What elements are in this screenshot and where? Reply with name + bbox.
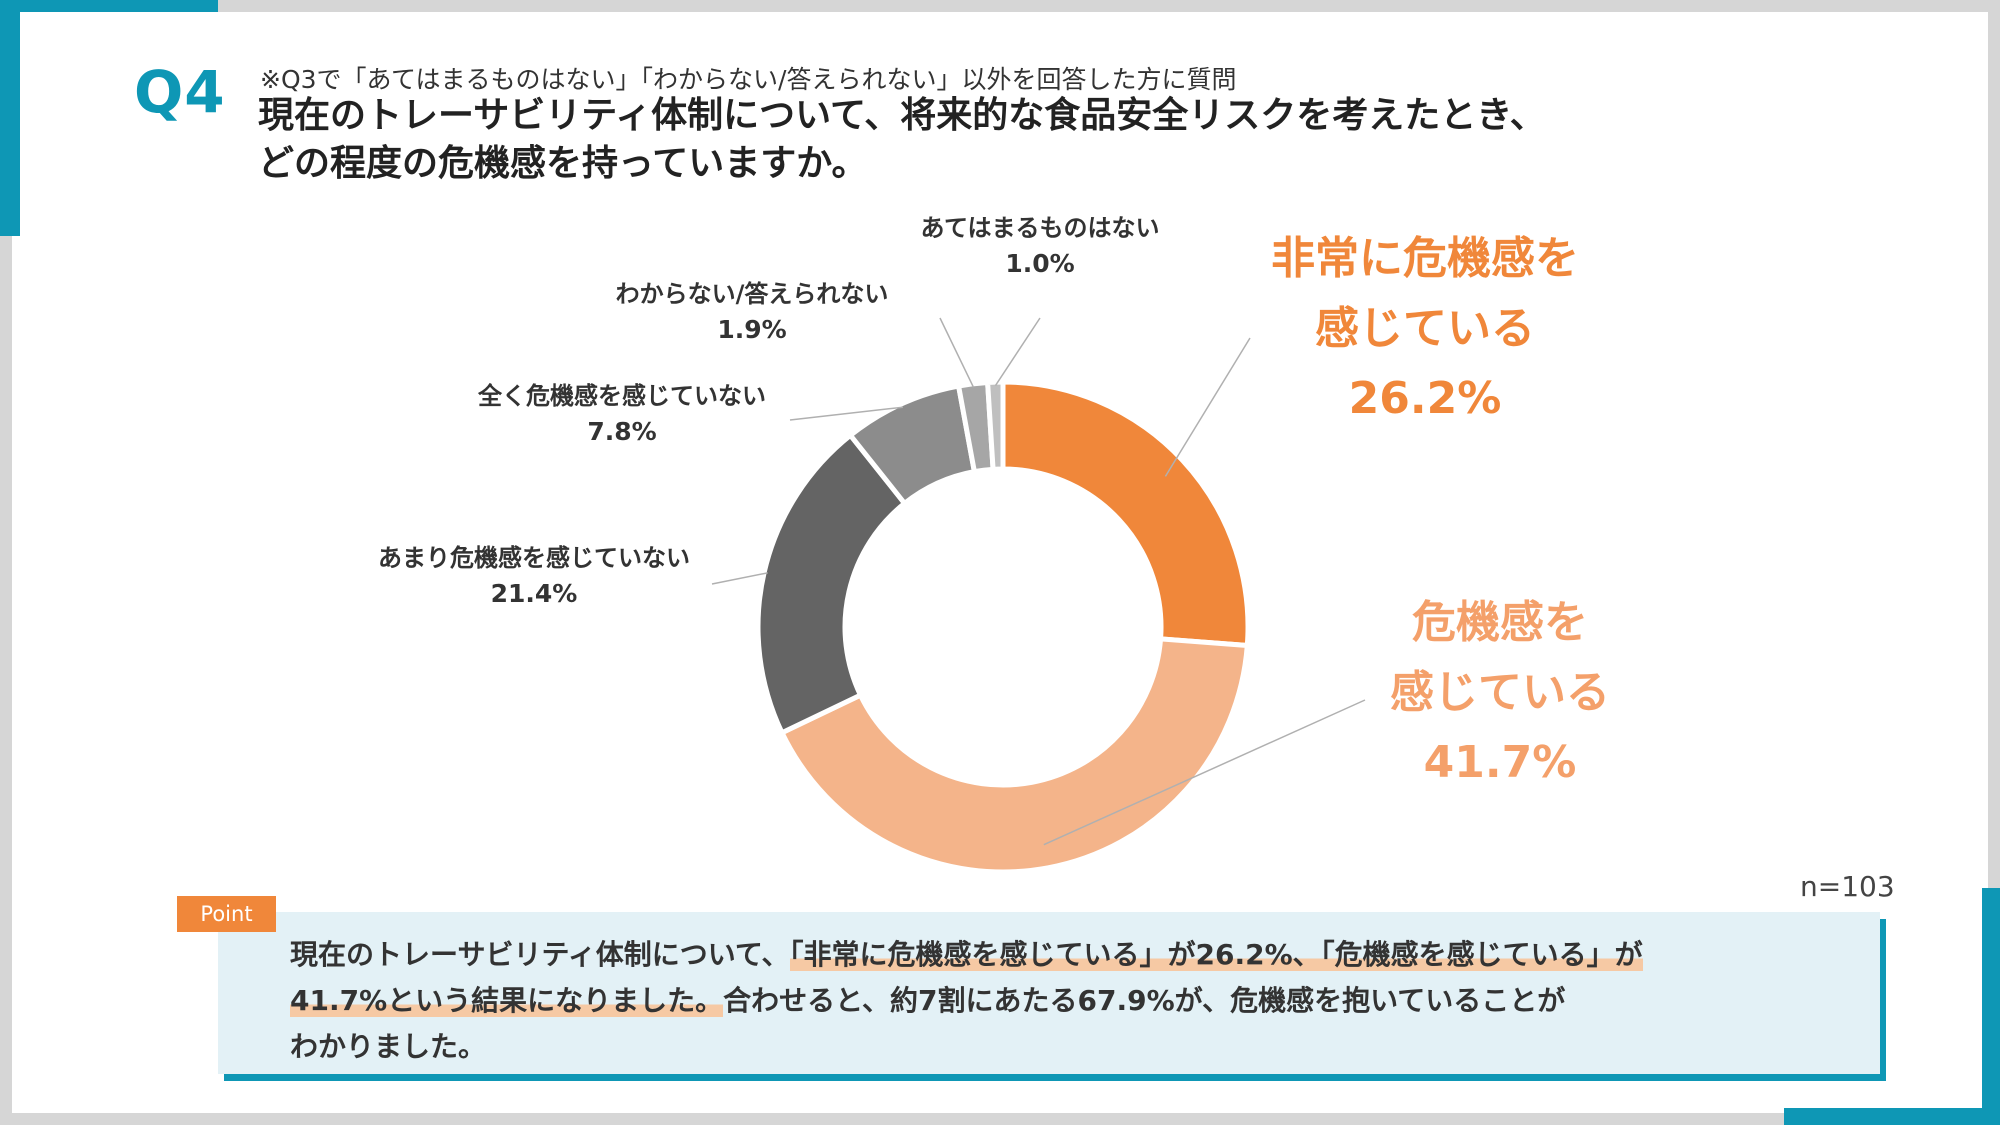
label-very-concerned: 非常に危機感を 感じている 26.2%: [1240, 224, 1610, 434]
sample-size: n=103: [1800, 870, 1895, 903]
label-dont-know-value: 1.9%: [592, 310, 912, 350]
label-not-at-all-text: 全く危機感を感じていない: [452, 380, 792, 412]
leader-not-applicable: [995, 318, 1040, 386]
point-text-part2: 合わせると、約7割にあたる67.9%が、危機感を抱いていることが: [723, 984, 1565, 1017]
slice-very-concerned: [1003, 382, 1248, 645]
label-not-much: あまり危機感を感じていない 21.4%: [354, 542, 714, 614]
point-text-part3: わかりました。: [290, 1030, 486, 1063]
label-very-concerned-line2: 感じている: [1240, 294, 1610, 364]
point-text-part1: 現在のトレーサビリティ体制について、: [290, 938, 790, 971]
label-not-much-value: 21.4%: [354, 574, 714, 614]
label-concerned-line2: 感じている: [1350, 658, 1650, 728]
slice-not-applicable: [988, 382, 1003, 469]
point-tag: Point: [177, 896, 276, 932]
label-not-at-all-value: 7.8%: [452, 412, 792, 452]
label-very-concerned-value: 26.2%: [1240, 364, 1610, 434]
label-not-much-text: あまり危機感を感じていない: [354, 542, 714, 574]
point-highlight-2: 41.7%という結果になりました。: [290, 984, 723, 1017]
label-concerned-line1: 危機感を: [1350, 588, 1650, 658]
leader-very-concerned: [1165, 338, 1250, 476]
leader-dont-know: [940, 318, 973, 387]
point-text: 現在のトレーサビリティ体制について、「非常に危機感を感じている」が26.2%、「…: [290, 932, 1850, 1070]
label-concerned: 危機感を 感じている 41.7%: [1350, 588, 1650, 798]
label-concerned-value: 41.7%: [1350, 728, 1650, 798]
label-not-applicable-text: あてはまるものはない: [900, 212, 1180, 244]
point-highlight-1: 「非常に危機感を感じている」が26.2%、「危機感を感じている」が: [790, 938, 1643, 971]
slice-not-much: [758, 435, 905, 732]
label-very-concerned-line1: 非常に危機感を: [1240, 224, 1610, 294]
label-dont-know-text: わからない/答えられない: [592, 278, 912, 310]
label-not-applicable: あてはまるものはない 1.0%: [900, 212, 1180, 284]
label-not-at-all: 全く危機感を感じていない 7.8%: [452, 380, 792, 452]
label-not-applicable-value: 1.0%: [900, 244, 1180, 284]
label-dont-know: わからない/答えられない 1.9%: [592, 278, 912, 350]
leader-not-much: [712, 573, 768, 584]
